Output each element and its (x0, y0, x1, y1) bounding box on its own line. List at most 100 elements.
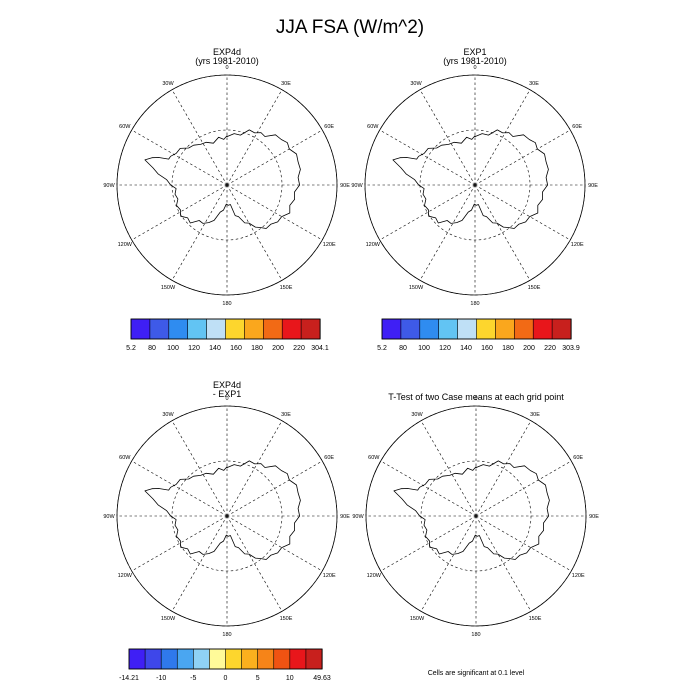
longitude-label: 180 (222, 301, 231, 307)
longitude-label: 60E (572, 124, 582, 130)
longitude-label: 60W (367, 124, 379, 130)
meridian-line (420, 420, 477, 517)
colorbar-tick-label: 160 (481, 345, 493, 352)
meridian-line (226, 184, 283, 281)
colorbar-swatch (187, 318, 208, 340)
meridian-line (475, 460, 572, 517)
colorbar-swatch (532, 318, 553, 340)
colorbar-swatch (419, 318, 440, 340)
meridian-line (475, 515, 572, 572)
longitude-labels: 0 30E 60E 90E 120E 150E 180 150W 120W 90W 60W 30W (103, 396, 350, 638)
meridian-line (226, 460, 323, 517)
longitude-label: 90E (340, 183, 350, 189)
longitude-label: 150E (528, 285, 541, 291)
longitude-label: 30W (410, 81, 422, 87)
colorbar-tick-label: 80 (148, 345, 156, 352)
colorbar-swatch (206, 318, 227, 340)
colorbar-swatch (513, 318, 534, 340)
meridian-line (131, 515, 228, 572)
colorbar-swatch (381, 318, 402, 340)
colorbar-tick-label: -5 (190, 675, 196, 682)
longitude-label: 30W (411, 412, 423, 418)
longitude-label: 0 (225, 396, 228, 402)
polar-map-exp4d: 0 30E 60E 90E 120E 150E 180 150W 120W 90W 60W 30W (103, 65, 350, 307)
colorbar-tick-label: 200 (523, 345, 535, 352)
colorbar-tick-label: 100 (167, 345, 179, 352)
colorbar-tick-label: 160 (230, 345, 242, 352)
meridian-line (171, 515, 228, 612)
meridian-line (131, 129, 228, 186)
colorbar-swatch (281, 318, 302, 340)
main-title: JJA FSA (W/m^2) (276, 17, 424, 38)
map-panel-exp1: EXP1 (yrs 1981-2010) 0 30E 60E 90E 120E 150E 1… (351, 47, 598, 352)
colorbar-tick-label: 120 (188, 345, 200, 352)
meridian-line (419, 89, 476, 186)
panel-title-line-1: EXP4d (213, 47, 241, 57)
meridian-line (475, 420, 532, 517)
map-boundary (364, 74, 586, 296)
meridian-line (131, 184, 228, 241)
longitude-label: 150W (410, 616, 425, 622)
colorbar-tick-label: 140 (460, 345, 472, 352)
colorbar-swatch (193, 648, 211, 670)
meridian-line (226, 89, 283, 186)
colorbar-tick-label: 5.2 (377, 345, 387, 352)
colorbar-swatch (438, 318, 459, 340)
colorbar-swatch (225, 318, 246, 340)
colorbar-swatch (130, 318, 151, 340)
panel-title: T-Test of two Case means at each grid po… (388, 392, 564, 402)
meridian-line (380, 460, 477, 517)
antarctica-coastline (144, 460, 301, 560)
longitude-label: 150W (409, 285, 424, 291)
colorbar-swatch (160, 648, 178, 670)
colorbar-tick-label: 303.9 (562, 345, 580, 352)
colorbar-swatch (305, 648, 323, 670)
longitude-label: 0 (474, 396, 477, 402)
longitude-label: 90E (588, 183, 598, 189)
colorbar-exp1: 5.2 80 100 120 140 160 180 200 220 303.9 (377, 318, 580, 352)
colorbar-swatch (262, 318, 283, 340)
colorbar-swatch (495, 318, 515, 340)
meridian-line (474, 129, 571, 186)
colorbar-swatch (476, 318, 497, 340)
longitude-label: 120W (118, 573, 133, 579)
panel-title-line-2: (yrs 1981-2010) (195, 56, 259, 66)
colorbar-tick-label: 5 (256, 675, 260, 682)
map-boundary (116, 74, 338, 296)
longitude-label: 60E (324, 124, 334, 130)
meridian-line (379, 129, 476, 186)
panel-title-line-1: EXP4d (213, 380, 241, 390)
longitude-label: 90E (340, 514, 350, 520)
longitude-label: 180 (222, 632, 231, 638)
map-panel-difference: EXP4d - EXP1 0 30E 60E 90E 120E 150E 180 150W 12… (103, 380, 350, 682)
colorbar-tick-label: 220 (293, 345, 305, 352)
meridian-line (474, 184, 571, 241)
colorbar-swatch (257, 648, 275, 670)
longitude-label: 90E (589, 514, 599, 520)
meridian-lines (365, 75, 585, 295)
colorbar-frame (381, 318, 572, 340)
meridian-line (419, 184, 476, 281)
longitude-label: 150E (529, 616, 542, 622)
meridian-line (379, 184, 476, 241)
panel-title-line-2: - EXP1 (213, 389, 242, 399)
colorbar-swatch (400, 318, 421, 340)
meridian-line (226, 420, 283, 517)
longitude-label: 60E (324, 455, 334, 461)
antarctica-coastline (393, 460, 550, 560)
colorbar-tick-label: 304.1 (311, 345, 329, 352)
longitude-label: 90W (352, 514, 364, 520)
longitude-label: 120W (118, 242, 133, 248)
longitude-label: 150W (161, 285, 176, 291)
colorbar-swatch (168, 318, 189, 340)
colorbar-swatch (176, 648, 194, 670)
colorbar-tick-label: 180 (251, 345, 263, 352)
panel-title-line-2: (yrs 1981-2010) (443, 56, 507, 66)
meridian-line (226, 184, 323, 241)
meridian-lines (366, 406, 586, 626)
longitude-label: 150E (280, 616, 293, 622)
colorbar-swatch (144, 648, 162, 670)
colorbar-frame (130, 318, 321, 340)
longitude-label: 120E (323, 242, 336, 248)
longitude-label: 120E (571, 242, 584, 248)
